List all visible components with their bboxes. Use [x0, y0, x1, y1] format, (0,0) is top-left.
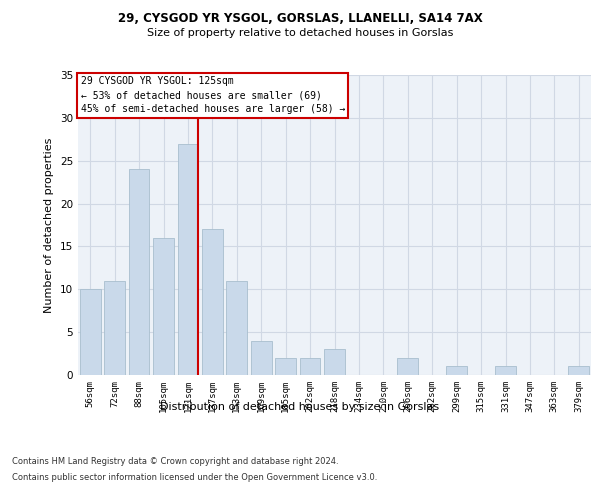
Bar: [397, 358, 418, 375]
Bar: [568, 366, 589, 375]
Bar: [446, 366, 467, 375]
Text: Contains public sector information licensed under the Open Government Licence v3: Contains public sector information licen…: [12, 472, 377, 482]
Bar: [178, 144, 199, 375]
Bar: [251, 340, 272, 375]
Bar: [80, 290, 101, 375]
Text: Distribution of detached houses by size in Gorslas: Distribution of detached houses by size …: [160, 402, 440, 412]
Bar: [128, 170, 149, 375]
Bar: [104, 280, 125, 375]
Y-axis label: Number of detached properties: Number of detached properties: [44, 138, 55, 312]
Text: Contains HM Land Registry data © Crown copyright and database right 2024.: Contains HM Land Registry data © Crown c…: [12, 458, 338, 466]
Bar: [153, 238, 174, 375]
Bar: [226, 280, 247, 375]
Bar: [299, 358, 320, 375]
Text: 29 CYSGOD YR YSGOL: 125sqm
← 53% of detached houses are smaller (69)
45% of semi: 29 CYSGOD YR YSGOL: 125sqm ← 53% of deta…: [80, 76, 345, 114]
Text: 29, CYSGOD YR YSGOL, GORSLAS, LLANELLI, SA14 7AX: 29, CYSGOD YR YSGOL, GORSLAS, LLANELLI, …: [118, 12, 482, 26]
Text: Size of property relative to detached houses in Gorslas: Size of property relative to detached ho…: [147, 28, 453, 38]
Bar: [202, 230, 223, 375]
Bar: [324, 350, 345, 375]
Bar: [275, 358, 296, 375]
Bar: [495, 366, 516, 375]
